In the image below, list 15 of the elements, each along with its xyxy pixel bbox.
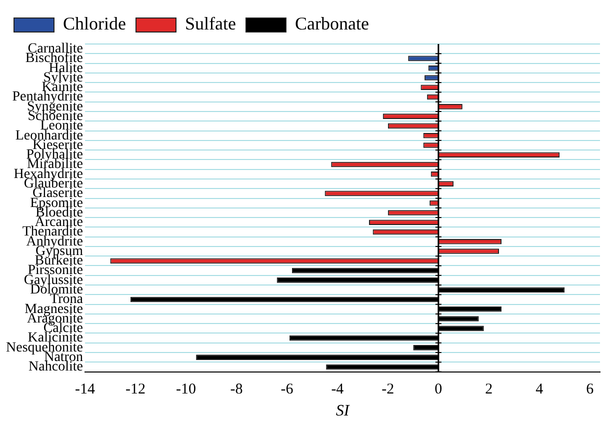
legend-label: Carbonate — [294, 14, 369, 34]
x-tick-label: 6 — [586, 382, 594, 398]
x-tick-label: 2 — [485, 382, 493, 398]
x-tick-label: -10 — [176, 382, 196, 398]
legend-label: Sulfate — [184, 14, 236, 34]
legend-label: Chloride — [63, 14, 126, 34]
x-tick-label: -8 — [230, 382, 243, 398]
x-tick-label: -6 — [280, 382, 294, 398]
x-tick-label: 0 — [434, 382, 442, 398]
x-tick-label: -4 — [331, 382, 344, 398]
x-tick-label: -2 — [382, 382, 394, 398]
x-axis-title: SI — [336, 402, 350, 420]
x-tick-label: -12 — [125, 382, 146, 398]
x-tick-label: -14 — [74, 382, 96, 398]
x-tick-label: 4 — [536, 382, 544, 398]
